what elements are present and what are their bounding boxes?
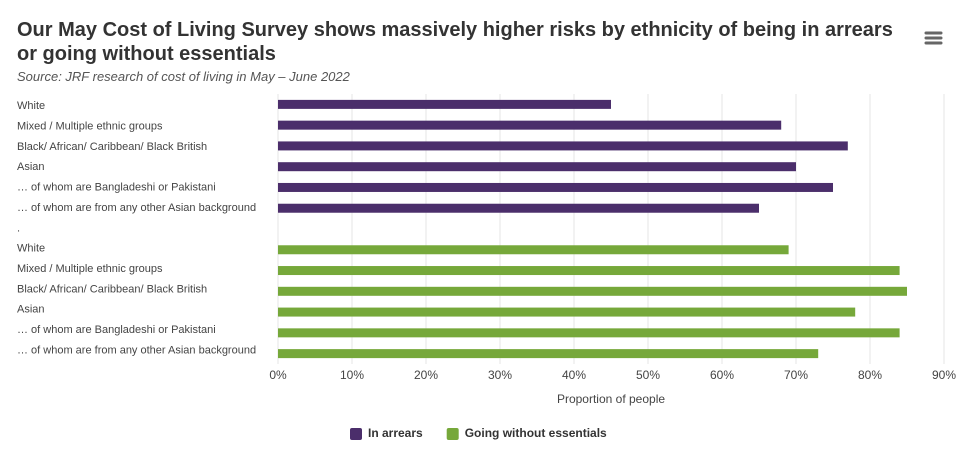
x-tick-label: 10% [340,368,364,382]
x-tick-label: 70% [784,368,808,382]
bar [278,120,782,130]
x-tick-label: 40% [562,368,586,382]
menu-button[interactable] [924,31,943,45]
bar [278,182,833,192]
bar [278,141,848,151]
legend-label[interactable]: In arrears [368,426,423,440]
bar [278,99,611,109]
y-tick-label: … of whom are Bangladeshi or Pakistani [17,182,216,194]
y-tick-label: Mixed / Multiple ethnic groups [17,263,163,275]
y-tick-label: Asian [17,161,45,173]
bar [278,162,796,172]
bar [278,307,856,317]
bar [278,203,759,213]
y-tick-label: Asian [17,304,45,316]
x-tick-label: 60% [710,368,734,382]
y-tick-label: … of whom are from any other Asian backg… [17,202,256,214]
bar [278,349,819,359]
x-tick-label: 0% [269,368,287,382]
bar [278,245,789,255]
y-tick-label: White [17,243,45,255]
x-tick-label: 30% [488,368,512,382]
x-axis-title: Proportion of people [557,392,665,406]
y-tick-label: Black/ African/ Caribbean/ Black British [17,283,207,295]
x-tick-label: 20% [414,368,438,382]
chart-subtitle: Source: JRF research of cost of living i… [17,69,350,84]
y-tick-label: … of whom are Bangladeshi or Pakistani [17,324,216,336]
legend-label[interactable]: Going without essentials [465,426,607,440]
legend-swatch [350,428,362,440]
x-tick-label: 80% [858,368,882,382]
x-tick-label: 50% [636,368,660,382]
bar [278,286,907,296]
y-tick-label: … of whom are from any other Asian backg… [17,344,256,356]
chart-title: Our May Cost of Living Survey shows mass… [17,19,893,65]
x-tick-label: 90% [932,368,956,382]
y-tick-label: . [17,222,20,234]
legend-swatch [446,428,459,440]
bar [278,328,900,338]
bar [278,266,900,276]
y-tick-label: White [17,100,45,112]
y-tick-label: Black/ African/ Caribbean/ Black British [17,141,207,153]
y-tick-label: Mixed / Multiple ethnic groups [17,121,163,133]
